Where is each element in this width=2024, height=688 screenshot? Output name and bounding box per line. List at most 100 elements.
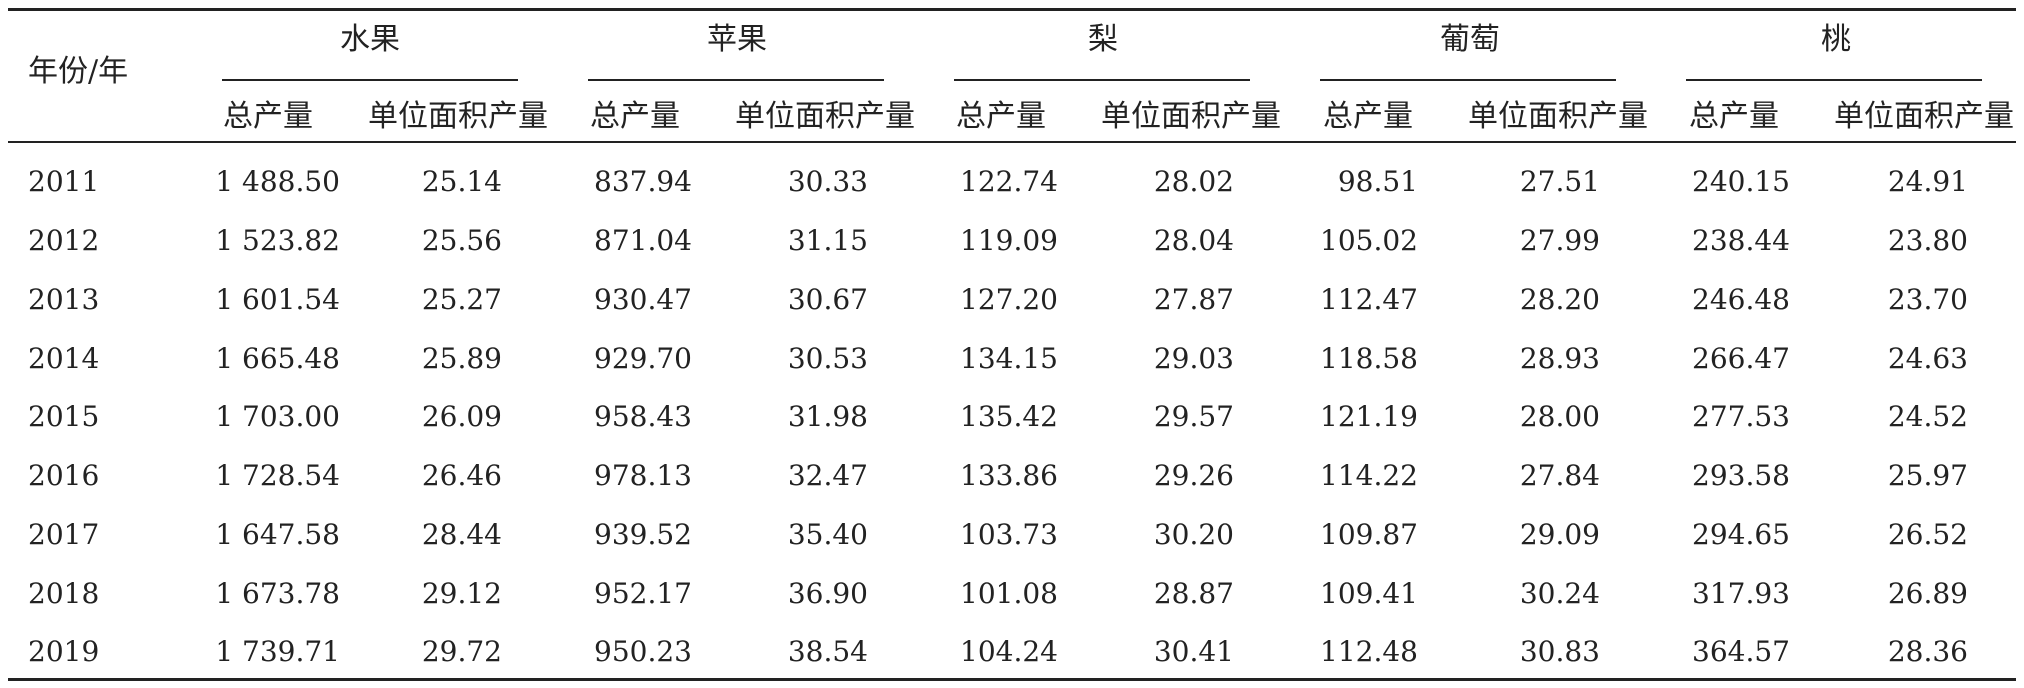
row-year: 2011	[28, 165, 100, 198]
cell-total-apple: 837.94	[594, 165, 692, 198]
cell-unit-yield-grape: 28.20	[1519, 283, 1600, 316]
cell-total-apple: 930.47	[594, 283, 692, 316]
cell-total-peach: 240.15	[1692, 165, 1790, 198]
row-year: 2019	[28, 635, 100, 668]
subheader-total-peach: 总产量	[1689, 99, 1779, 134]
cell-total-pear: 127.20	[960, 283, 1058, 316]
cell-total-fruit: 1 673.78	[215, 577, 340, 610]
cell-total-grape: 105.02	[1320, 224, 1418, 257]
cell-total-grape: 98.51	[1337, 165, 1418, 198]
group-underline-pear	[954, 79, 1250, 81]
table-header-rule	[8, 141, 2016, 143]
row-year: 2013	[28, 283, 100, 316]
cell-total-grape: 118.58	[1320, 342, 1418, 375]
row-year: 2012	[28, 224, 100, 257]
subheader-unit-yield-pear: 单位面积产量	[1101, 99, 1281, 134]
cell-unit-yield-pear: 29.03	[1153, 342, 1234, 375]
cell-total-peach: 317.93	[1692, 577, 1790, 610]
cell-total-apple: 929.70	[594, 342, 692, 375]
cell-unit-yield-pear: 30.41	[1153, 635, 1234, 668]
group-underline-fruit	[222, 79, 518, 81]
cell-unit-yield-pear: 28.04	[1153, 224, 1234, 257]
cell-total-peach: 246.48	[1692, 283, 1790, 316]
cell-unit-yield-grape: 30.83	[1519, 635, 1600, 668]
year-header: 年份/年	[28, 54, 129, 89]
cell-unit-yield-pear: 29.26	[1153, 459, 1234, 492]
cell-total-peach: 294.65	[1692, 518, 1790, 551]
cell-unit-yield-peach: 26.52	[1887, 518, 1968, 551]
row-year: 2015	[28, 400, 100, 433]
cell-unit-yield-fruit: 26.09	[421, 400, 502, 433]
cell-unit-yield-peach: 25.97	[1887, 459, 1968, 492]
group-header-apple: 苹果	[707, 22, 767, 57]
cell-total-fruit: 1 703.00	[215, 400, 340, 433]
cell-total-apple: 871.04	[594, 224, 692, 257]
cell-total-fruit: 1 739.71	[215, 635, 340, 668]
cell-unit-yield-apple: 30.53	[787, 342, 868, 375]
subheader-unit-yield-grape: 单位面积产量	[1468, 99, 1648, 134]
cell-unit-yield-apple: 31.98	[787, 400, 868, 433]
subheader-unit-yield-peach: 单位面积产量	[1834, 99, 2014, 134]
cell-total-fruit: 1 665.48	[215, 342, 340, 375]
group-underline-apple	[588, 79, 884, 81]
cell-unit-yield-apple: 35.40	[787, 518, 868, 551]
table-top-rule	[8, 8, 2016, 11]
cell-total-pear: 119.09	[960, 224, 1058, 257]
cell-total-grape: 121.19	[1320, 400, 1418, 433]
cell-unit-yield-peach: 23.70	[1887, 283, 1968, 316]
cell-unit-yield-pear: 28.87	[1153, 577, 1234, 610]
cell-unit-yield-fruit: 29.12	[421, 577, 502, 610]
cell-total-apple: 958.43	[594, 400, 692, 433]
cell-unit-yield-grape: 27.99	[1519, 224, 1600, 257]
subheader-total-apple: 总产量	[590, 99, 680, 134]
group-underline-peach	[1686, 79, 1982, 81]
cell-total-fruit: 1 488.50	[215, 165, 340, 198]
cell-unit-yield-fruit: 25.89	[421, 342, 502, 375]
cell-total-peach: 293.58	[1692, 459, 1790, 492]
cell-total-pear: 103.73	[960, 518, 1058, 551]
row-year: 2017	[28, 518, 100, 551]
group-header-peach: 桃	[1821, 22, 1851, 57]
cell-total-grape: 112.48	[1320, 635, 1418, 668]
row-year: 2014	[28, 342, 100, 375]
cell-unit-yield-fruit: 25.27	[421, 283, 502, 316]
group-header-grape: 葡萄	[1440, 22, 1500, 57]
cell-total-fruit: 1 601.54	[215, 283, 340, 316]
row-year: 2016	[28, 459, 100, 492]
group-header-fruit: 水果	[340, 22, 400, 57]
subheader-total-grape: 总产量	[1323, 99, 1413, 134]
cell-unit-yield-apple: 38.54	[787, 635, 868, 668]
cell-unit-yield-fruit: 25.14	[421, 165, 502, 198]
cell-total-apple: 939.52	[594, 518, 692, 551]
cell-total-grape: 112.47	[1320, 283, 1418, 316]
cell-total-peach: 277.53	[1692, 400, 1790, 433]
cell-total-pear: 104.24	[960, 635, 1058, 668]
table-bottom-rule	[8, 678, 2016, 681]
cell-unit-yield-pear: 30.20	[1153, 518, 1234, 551]
cell-unit-yield-apple: 36.90	[787, 577, 868, 610]
cell-total-pear: 101.08	[960, 577, 1058, 610]
cell-unit-yield-peach: 23.80	[1887, 224, 1968, 257]
subheader-total-pear: 总产量	[956, 99, 1046, 134]
cell-unit-yield-peach: 28.36	[1887, 635, 1968, 668]
cell-total-apple: 978.13	[594, 459, 692, 492]
cell-total-pear: 135.42	[960, 400, 1058, 433]
cell-total-pear: 133.86	[960, 459, 1058, 492]
cell-unit-yield-fruit: 26.46	[421, 459, 502, 492]
cell-unit-yield-apple: 32.47	[787, 459, 868, 492]
cell-unit-yield-apple: 30.33	[787, 165, 868, 198]
cell-total-pear: 134.15	[960, 342, 1058, 375]
cell-unit-yield-grape: 28.00	[1519, 400, 1600, 433]
cell-unit-yield-peach: 24.63	[1887, 342, 1968, 375]
cell-total-grape: 109.87	[1320, 518, 1418, 551]
cell-unit-yield-fruit: 28.44	[421, 518, 502, 551]
cell-total-apple: 952.17	[594, 577, 692, 610]
group-underline-grape	[1320, 79, 1616, 81]
cell-unit-yield-grape: 29.09	[1519, 518, 1600, 551]
cell-total-peach: 238.44	[1692, 224, 1790, 257]
cell-total-peach: 266.47	[1692, 342, 1790, 375]
cell-total-grape: 114.22	[1320, 459, 1418, 492]
cell-unit-yield-grape: 27.51	[1519, 165, 1600, 198]
cell-total-fruit: 1 523.82	[215, 224, 340, 257]
cell-unit-yield-pear: 29.57	[1153, 400, 1234, 433]
